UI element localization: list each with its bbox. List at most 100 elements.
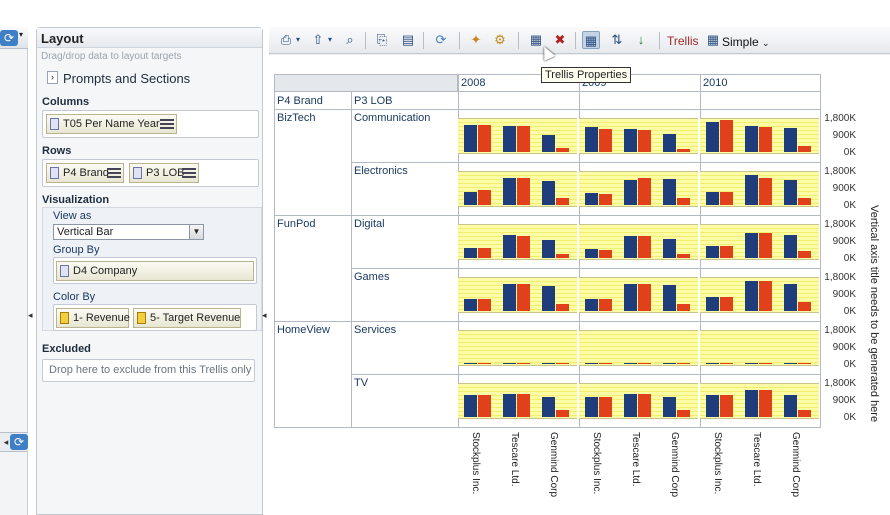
target-revenue-bar[interactable]: [599, 363, 612, 364]
view-as-select[interactable]: Vertical Bar ▼: [53, 224, 204, 240]
revenue-bar[interactable]: [663, 285, 676, 311]
target-revenue-bar[interactable]: [517, 363, 530, 364]
group-by-chip-d4-company[interactable]: D4 Company: [56, 261, 254, 281]
revenue-bar[interactable]: [624, 180, 637, 205]
revenue-bar[interactable]: [745, 126, 758, 152]
revenue-bar[interactable]: [784, 128, 797, 152]
target-revenue-bar[interactable]: [720, 246, 733, 258]
target-revenue-bar[interactable]: [798, 410, 811, 417]
revenue-bar[interactable]: [542, 286, 555, 311]
revenue-bar[interactable]: [624, 236, 637, 258]
revenue-bar[interactable]: [503, 394, 516, 417]
target-revenue-bar[interactable]: [677, 304, 690, 311]
revenue-bar[interactable]: [464, 248, 477, 258]
revenue-bar[interactable]: [503, 284, 516, 311]
target-revenue-bar[interactable]: [478, 363, 491, 364]
target-revenue-bar[interactable]: [517, 126, 530, 152]
revenue-bar[interactable]: [585, 397, 598, 417]
delete-icon[interactable]: ✖: [554, 32, 566, 47]
group-by-drop-target[interactable]: D4 Company: [53, 257, 257, 284]
revenue-bar[interactable]: [464, 192, 477, 205]
grid-view-icon[interactable]: ▦: [582, 31, 600, 49]
rows-drop-target[interactable]: P4 Brand P3 LOB: [42, 159, 259, 187]
target-revenue-bar[interactable]: [599, 250, 612, 258]
revenue-bar[interactable]: [745, 233, 758, 258]
bar-chart-cell[interactable]: [700, 383, 819, 419]
expand-prompts-icon[interactable]: ›: [47, 71, 58, 84]
target-revenue-bar[interactable]: [599, 299, 612, 311]
target-revenue-bar[interactable]: [599, 194, 612, 205]
revenue-bar[interactable]: [585, 193, 598, 205]
target-revenue-bar[interactable]: [638, 284, 651, 311]
target-revenue-bar[interactable]: [556, 254, 569, 258]
revenue-bar[interactable]: [663, 363, 676, 364]
target-revenue-bar[interactable]: [759, 390, 772, 417]
target-revenue-bar[interactable]: [759, 233, 772, 258]
revenue-bar[interactable]: [706, 363, 719, 364]
revenue-bar[interactable]: [542, 397, 555, 417]
target-revenue-bar[interactable]: [599, 397, 612, 417]
revenue-bar[interactable]: [503, 126, 516, 152]
target-revenue-bar[interactable]: [556, 198, 569, 205]
revenue-bar[interactable]: [624, 284, 637, 311]
excluded-drop-target[interactable]: Drop here to exclude from this Trellis o…: [42, 359, 255, 382]
sort-icon[interactable]: ↓: [637, 32, 645, 47]
target-revenue-bar[interactable]: [517, 394, 530, 417]
bar-chart-cell[interactable]: [579, 224, 698, 260]
menu-icon[interactable]: [160, 119, 174, 129]
revenue-bar[interactable]: [663, 397, 676, 417]
chevron-down-icon[interactable]: ▾: [327, 35, 332, 44]
bar-chart-cell[interactable]: [579, 330, 698, 366]
columns-drop-target[interactable]: T05 Per Name Year: [42, 110, 259, 138]
chevron-down-icon[interactable]: ▾: [19, 30, 24, 39]
target-revenue-bar[interactable]: [759, 178, 772, 205]
bar-chart-cell[interactable]: [579, 171, 698, 207]
target-revenue-bar[interactable]: [556, 363, 569, 364]
revenue-bar[interactable]: [542, 135, 555, 152]
collapse-left-splitter[interactable]: ◂: [28, 310, 33, 320]
revenue-bar[interactable]: [784, 180, 797, 205]
target-revenue-bar[interactable]: [478, 190, 491, 205]
revenue-bar[interactable]: [745, 363, 758, 364]
target-revenue-bar[interactable]: [759, 281, 772, 311]
revenue-bar[interactable]: [624, 129, 637, 152]
revenue-bar[interactable]: [464, 363, 477, 364]
target-revenue-bar[interactable]: [798, 198, 811, 205]
revenue-bar[interactable]: [542, 363, 555, 364]
revenue-bar[interactable]: [464, 299, 477, 311]
revenue-bar[interactable]: [784, 363, 797, 364]
revenue-bar[interactable]: [542, 240, 555, 258]
refresh-icon[interactable]: ⟳: [10, 434, 28, 450]
bar-chart-cell[interactable]: [700, 171, 819, 207]
target-revenue-bar[interactable]: [677, 410, 690, 417]
bar-chart-cell[interactable]: [458, 118, 577, 154]
preview-icon[interactable]: ⌕: [346, 32, 354, 47]
target-revenue-bar[interactable]: [517, 178, 530, 205]
target-revenue-bar[interactable]: [798, 146, 811, 152]
target-revenue-bar[interactable]: [720, 395, 733, 417]
revenue-bar[interactable]: [706, 395, 719, 417]
target-revenue-bar[interactable]: [759, 127, 772, 152]
target-revenue-bar[interactable]: [720, 363, 733, 364]
revenue-bar[interactable]: [503, 363, 516, 364]
layout-icon[interactable]: ▤: [401, 32, 415, 47]
revenue-bar[interactable]: [585, 363, 598, 364]
target-revenue-bar[interactable]: [720, 297, 733, 311]
revenue-bar[interactable]: [745, 390, 758, 417]
bar-chart-cell[interactable]: [700, 330, 819, 366]
revenue-bar[interactable]: [663, 239, 676, 258]
target-revenue-bar[interactable]: [677, 149, 690, 152]
prompts-sections-label[interactable]: Prompts and Sections: [63, 71, 191, 86]
revenue-bar[interactable]: [585, 299, 598, 311]
target-revenue-bar[interactable]: [599, 129, 612, 152]
target-revenue-bar[interactable]: [759, 363, 772, 364]
target-revenue-bar[interactable]: [720, 120, 733, 152]
menu-icon[interactable]: [107, 168, 121, 178]
target-revenue-bar[interactable]: [720, 192, 733, 205]
print-icon[interactable]: ⎙: [280, 32, 292, 47]
revenue-bar[interactable]: [464, 395, 477, 417]
target-revenue-bar[interactable]: [677, 198, 690, 205]
revenue-bar[interactable]: [624, 394, 637, 417]
column-chip-t05[interactable]: T05 Per Name Year: [46, 114, 177, 134]
target-revenue-bar[interactable]: [798, 363, 811, 364]
